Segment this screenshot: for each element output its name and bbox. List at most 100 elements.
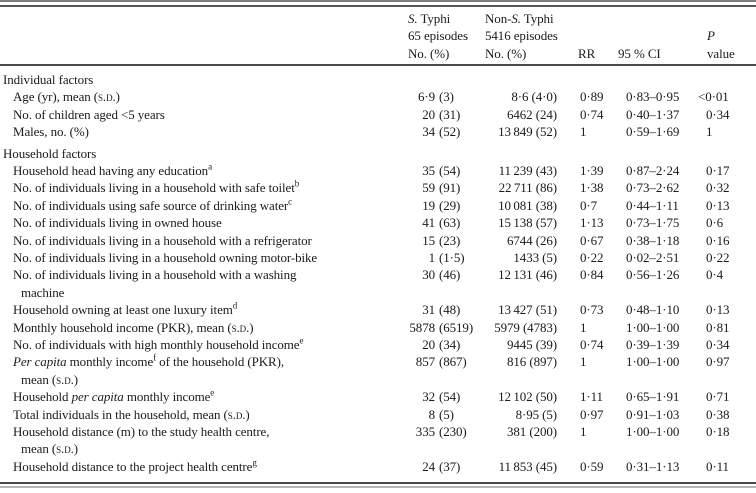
non-styphi-value: 8·6 (4·0) bbox=[511, 89, 557, 105]
row-label: Household distance (m) to the study heal… bbox=[13, 424, 270, 457]
styphi-value: 6·9 (3) bbox=[417, 89, 454, 105]
table-row: No. of individuals living in a household… bbox=[0, 249, 756, 266]
styphi-value: 34 (52) bbox=[422, 124, 461, 140]
non-styphi-value: 13 849 (52) bbox=[498, 124, 557, 140]
row-label: No. of individuals living in owned house bbox=[13, 215, 222, 231]
ci-value: 0·56–1·26 bbox=[626, 267, 680, 283]
table-row: Household owning at least one luxury ite… bbox=[0, 301, 756, 318]
non-styphi-value: 12 131 (46) bbox=[498, 267, 557, 283]
styphi-value: 59 (91) bbox=[422, 180, 461, 196]
col-header-rr: RR bbox=[560, 10, 626, 62]
styphi-header-line2: 65 episodes bbox=[408, 28, 468, 44]
col-header-p-value: P value bbox=[706, 10, 756, 62]
non-styphi-value: 11 239 (43) bbox=[498, 162, 558, 178]
rr-value: 0·97 bbox=[580, 406, 604, 422]
row-label: No. of children aged <5 years bbox=[13, 106, 165, 122]
non-styphi-value: 5979 (4783) bbox=[494, 319, 557, 335]
styphi-header-line3: No. (%) bbox=[408, 45, 450, 61]
table-row: Household per capita monthly incomee 32 (5… bbox=[0, 388, 756, 405]
table-row: No. of children aged <5 years 20 (31) 6462 … bbox=[0, 106, 756, 123]
styphi-value: 8 (5) bbox=[428, 406, 454, 422]
non-styphi-value: 8·95 (5) bbox=[515, 406, 558, 422]
section-row: Individual factors bbox=[0, 71, 756, 88]
non-styphi-value: 6744 (26) bbox=[506, 232, 557, 248]
ci-value bbox=[626, 71, 706, 88]
table-row: Total individuals in the household, mean… bbox=[0, 406, 756, 423]
bottom-rule-inner bbox=[0, 481, 756, 484]
ci-value: 0·38–1·18 bbox=[626, 232, 680, 248]
rr-value: 0·67 bbox=[580, 232, 604, 248]
styphi-value: 20 (34) bbox=[422, 336, 461, 352]
ci-header-label: 95 % CI bbox=[618, 45, 661, 61]
ci-value: 0·73–2·62 bbox=[626, 180, 680, 196]
styphi-value: 5878 (6519) bbox=[409, 319, 474, 335]
row-label: No. of individuals living in a household… bbox=[13, 179, 300, 196]
row-label: Per capita monthly incomef of the househ… bbox=[13, 353, 284, 387]
ci-value: 0·40–1·37 bbox=[626, 106, 680, 122]
col-header-non-styphi: Non-S. Typhi 5416 episodes No. (%) bbox=[470, 10, 560, 62]
styphi-value: 15 (23) bbox=[422, 232, 461, 248]
non-styphi-value bbox=[470, 71, 560, 88]
p-value: 0·34 bbox=[706, 336, 730, 352]
styphi-header-line1: S. Typhi bbox=[408, 11, 451, 26]
row-label: No. of individuals living in a household… bbox=[13, 232, 312, 248]
p-value: 0·6 bbox=[706, 215, 724, 231]
rr-value: 0·84 bbox=[580, 267, 604, 283]
rr-value: 0·74 bbox=[580, 336, 604, 352]
p-header-line1: P bbox=[707, 28, 715, 44]
non-styphi-value: 816 (897) bbox=[506, 354, 557, 370]
ci-value: 0·91–1·03 bbox=[626, 406, 680, 422]
ci-value: 1·00–1·00 bbox=[626, 424, 680, 440]
rr-value: 1 bbox=[580, 319, 587, 335]
top-rule-inner bbox=[0, 5, 756, 7]
non-styphi-value: 13 427 (51) bbox=[498, 302, 557, 318]
col-header-ci: 95 % CI bbox=[618, 10, 706, 62]
non-styphi-value: 9445 (39) bbox=[506, 336, 557, 352]
table-row: No. of individuals with high monthly hou… bbox=[0, 336, 756, 353]
section-label: Individual factors bbox=[3, 71, 94, 87]
p-value: 1 bbox=[706, 124, 713, 140]
ci-value: 0·83–0·95 bbox=[626, 89, 680, 105]
rr-value: 0·22 bbox=[580, 249, 604, 265]
table-row: No. of individuals living in a household… bbox=[0, 266, 756, 301]
row-label: Household per capita monthly incomee bbox=[13, 387, 215, 405]
rr-value: 0·59 bbox=[580, 458, 604, 474]
p-value: 0·38 bbox=[706, 406, 730, 422]
rr-value: 1 bbox=[580, 354, 587, 370]
p-value: 0·11 bbox=[706, 458, 729, 474]
row-label: Males, no. (%) bbox=[13, 124, 89, 140]
ci-value: 1·00–1·00 bbox=[626, 354, 680, 370]
table-row: No. of individuals living in a household… bbox=[0, 232, 756, 249]
table-row: Age (yr), mean (s.d.) 6·9 (3) 8·6 (4·0) 0·89… bbox=[0, 88, 756, 105]
p-value: 0·97 bbox=[706, 354, 730, 370]
styphi-value bbox=[393, 145, 470, 162]
non-styphi-value: 15 138 (57) bbox=[498, 215, 557, 231]
table-row: Per capita monthly incomef of the househ… bbox=[0, 353, 756, 388]
p-header-line2: value bbox=[707, 45, 735, 61]
rr-value: 1·38 bbox=[580, 180, 604, 196]
ci-value: 0·48–1·10 bbox=[626, 302, 680, 318]
ci-value: 0·73–1·75 bbox=[626, 215, 680, 231]
row-label: No. of individuals living in a household… bbox=[13, 249, 318, 265]
row-label: No. of individuals with high monthly hou… bbox=[13, 335, 304, 352]
rr-value: 0·7 bbox=[580, 197, 598, 213]
p-value: 0·81 bbox=[706, 319, 730, 335]
col-header-factor bbox=[0, 10, 393, 62]
section-row: Household factors bbox=[0, 145, 756, 162]
non-styphi-value: 22 711 (86) bbox=[498, 180, 558, 196]
ci-value: 0·65–1·91 bbox=[626, 389, 680, 405]
p-value: <0·01 bbox=[698, 89, 729, 105]
ci-value: 0·02–2·51 bbox=[626, 249, 680, 265]
p-value: 0·34 bbox=[706, 106, 730, 122]
styphi-value: 41 (63) bbox=[422, 215, 461, 231]
rr-value: 0·89 bbox=[580, 89, 604, 105]
p-value: 0·18 bbox=[706, 424, 730, 440]
row-label: Household distance to the project health… bbox=[13, 457, 257, 474]
rr-value: 1·11 bbox=[580, 389, 603, 405]
non-styphi-value: 381 (200) bbox=[506, 424, 557, 440]
rr-value: 1·13 bbox=[580, 215, 604, 231]
non-styphi-value bbox=[470, 145, 560, 162]
table-row: Household distance (m) to the study heal… bbox=[0, 423, 756, 458]
rr-value: 1 bbox=[580, 124, 587, 140]
